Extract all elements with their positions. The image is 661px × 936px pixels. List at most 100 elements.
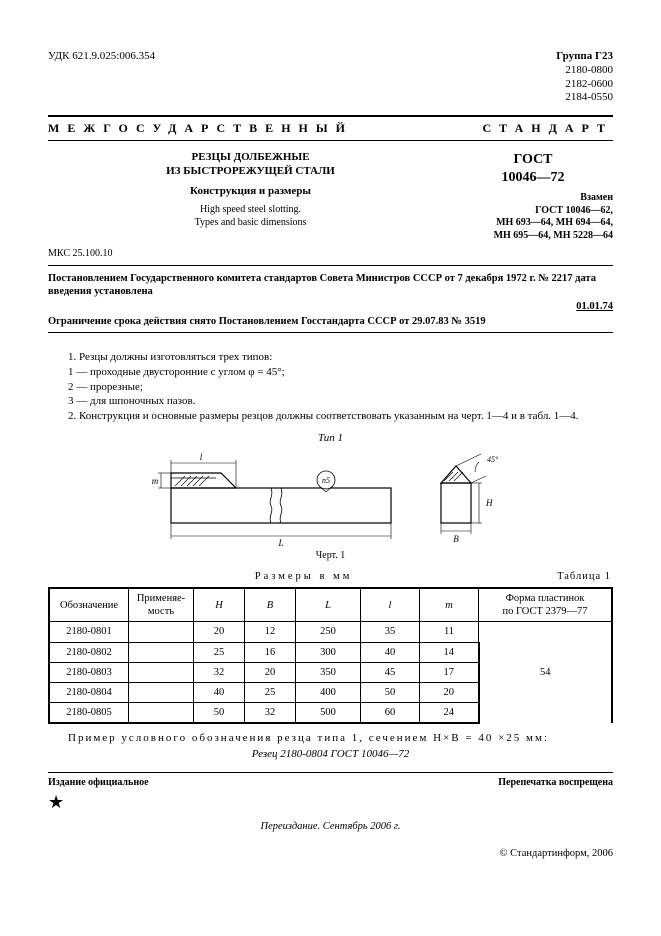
data-table: Обозначение Применяе- мость H B L l m Фо… xyxy=(48,587,613,724)
decree-p2: Ограничение срока действия снято Постано… xyxy=(48,315,613,328)
th: m xyxy=(420,588,479,622)
fig-label-B: B xyxy=(453,534,459,544)
fig-label-H: H xyxy=(485,498,493,508)
title-main2: ИЗ БЫСТРОРЕЖУЩЕЙ СТАЛИ xyxy=(48,165,453,179)
gost-num: 10046—72 xyxy=(453,169,613,187)
body-p1b: 2 — прорезные; xyxy=(48,381,613,395)
td: 20 xyxy=(245,662,296,682)
th: B xyxy=(245,588,296,622)
footer-right: Перепечатка воспрещена xyxy=(498,777,613,790)
replaces: Взамен ГОСТ 10046—62, МН 693—64, МН 694—… xyxy=(453,192,613,242)
title-right: ГОСТ 10046—72 Взамен ГОСТ 10046—62, МН 6… xyxy=(453,151,613,242)
udk: УДК 621.9.025:006.354 xyxy=(48,50,155,105)
replaces-line: ГОСТ 10046—62, xyxy=(453,205,613,218)
divider xyxy=(48,332,613,333)
banner-left: МЕЖГОСУДАРСТВЕННЫЙ xyxy=(48,121,353,136)
td: 2180-0803 xyxy=(49,662,129,682)
th: H xyxy=(194,588,245,622)
fig-label-m: m xyxy=(151,476,158,486)
td: 24 xyxy=(420,702,479,723)
decree-block: Постановлением Государственного комитета… xyxy=(48,272,613,329)
td: 25 xyxy=(194,642,245,662)
title-left: РЕЗЦЫ ДОЛБЕЖНЫЕ ИЗ БЫСТРОРЕЖУЩЕЙ СТАЛИ К… xyxy=(48,151,453,242)
td: 20 xyxy=(194,622,245,642)
td xyxy=(129,682,194,702)
group-code: Группа Г23 xyxy=(556,50,613,64)
td: 17 xyxy=(420,662,479,682)
td: 400 xyxy=(296,682,361,702)
td: 12 xyxy=(245,622,296,642)
td: 14 xyxy=(420,642,479,662)
td: 60 xyxy=(361,702,420,723)
title-en1: High speed steel slotting. xyxy=(48,204,453,217)
th: Применяе- мость xyxy=(129,588,194,622)
figure-svg: n5 l L m xyxy=(151,448,511,548)
header-codes: Группа Г23 2180-0800 2182-0600 2184-0550 xyxy=(556,50,613,105)
td xyxy=(129,702,194,723)
td: 20 xyxy=(420,682,479,702)
body-text: 1. Резцы должны изготовляться трех типов… xyxy=(48,351,613,424)
title-main1: РЕЗЦЫ ДОЛБЕЖНЫЕ xyxy=(48,151,453,165)
th: Форма пластинок по ГОСТ 2379—77 xyxy=(479,588,613,622)
figure-caption: Черт. 1 xyxy=(48,550,613,563)
banner-right: СТАНДАРТ xyxy=(483,121,613,136)
td: 11 xyxy=(420,622,479,642)
td: 50 xyxy=(194,702,245,723)
code-line: 2182-0600 xyxy=(556,78,613,92)
page: УДК 621.9.025:006.354 Группа Г23 2180-08… xyxy=(0,0,661,936)
td-merged: 54 xyxy=(479,622,613,723)
td: 32 xyxy=(194,662,245,682)
td: 350 xyxy=(296,662,361,682)
table-row: 2180-08012012250351154 xyxy=(49,622,612,642)
replaces-label: Взамен xyxy=(453,192,613,205)
th: L xyxy=(296,588,361,622)
td: 32 xyxy=(245,702,296,723)
table-header-row: Обозначение Применяе- мость H B L l m Фо… xyxy=(49,588,612,622)
td xyxy=(129,662,194,682)
table-label-mid: Размеры в мм xyxy=(255,570,353,583)
header-row: УДК 621.9.025:006.354 Группа Г23 2180-08… xyxy=(48,50,613,105)
fig-label-L: L xyxy=(277,538,283,548)
table-body: 2180-080120122503511542180-0802251630040… xyxy=(49,622,612,723)
title-block: РЕЗЦЫ ДОЛБЕЖНЫЕ ИЗ БЫСТРОРЕЖУЩЕЙ СТАЛИ К… xyxy=(48,151,613,242)
code-line: 2184-0550 xyxy=(556,91,613,105)
th: l xyxy=(361,588,420,622)
title-en2: Types and basic dimensions xyxy=(48,217,453,230)
body-p1: 1. Резцы должны изготовляться трех типов… xyxy=(48,351,613,365)
td: 16 xyxy=(245,642,296,662)
figure-block: Тип 1 n5 l xyxy=(48,432,613,562)
body-p1c: 3 — для шпоночных пазов. xyxy=(48,395,613,409)
decree-date: 01.01.74 xyxy=(48,300,613,313)
td xyxy=(129,642,194,662)
body-p1a: 1 — проходные двусторонние с углом φ = 4… xyxy=(48,366,613,380)
fig-label-angle: 45° xyxy=(487,455,499,464)
copyright: © Стандартинформ, 2006 xyxy=(48,847,613,860)
td: 25 xyxy=(245,682,296,702)
fig-label-l: l xyxy=(199,452,202,462)
example-line2: Резец 2180-0804 ГОСТ 10046—72 xyxy=(48,748,613,762)
td xyxy=(129,622,194,642)
star-icon: ★ xyxy=(48,791,613,814)
example-line1: Пример условного обозначения резца типа … xyxy=(48,732,613,746)
td: 2180-0805 xyxy=(49,702,129,723)
td: 40 xyxy=(361,642,420,662)
td: 50 xyxy=(361,682,420,702)
td: 250 xyxy=(296,622,361,642)
table-label-right: Таблица 1 xyxy=(557,570,611,583)
footer-left: Издание официальное xyxy=(48,777,149,790)
td: 2180-0801 xyxy=(49,622,129,642)
mks: МКС 25.100.10 xyxy=(48,248,613,261)
body-p2: 2. Конструкция и основные размеры резцов… xyxy=(48,410,613,424)
td: 2180-0802 xyxy=(49,642,129,662)
banner: МЕЖГОСУДАРСТВЕННЫЙ СТАНДАРТ xyxy=(48,115,613,141)
divider xyxy=(48,265,613,266)
replaces-line: МН 695—64, МН 5228—64 xyxy=(453,230,613,243)
replaces-line: МН 693—64, МН 694—64, xyxy=(453,217,613,230)
decree-p1: Постановлением Государственного комитета… xyxy=(48,272,613,298)
td: 45 xyxy=(361,662,420,682)
title-sub: Конструкция и размеры xyxy=(48,185,453,199)
table-title-row: Размеры в мм Таблица 1 xyxy=(48,570,613,583)
td: 300 xyxy=(296,642,361,662)
gost-label: ГОСТ xyxy=(453,151,613,169)
td: 40 xyxy=(194,682,245,702)
